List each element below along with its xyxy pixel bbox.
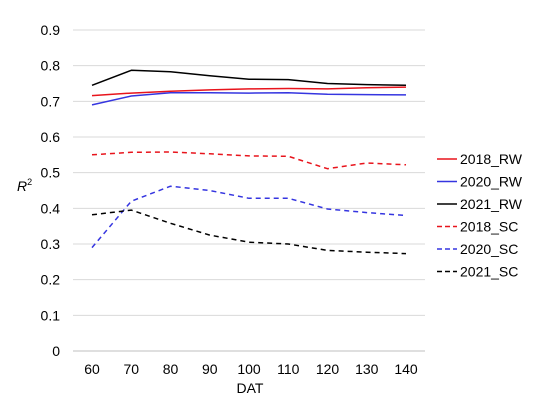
x-tick-label: 120: [316, 361, 340, 377]
y-tick-label: 0.8: [41, 58, 61, 74]
x-tick-label: 60: [84, 361, 100, 377]
legend-label: 2018_RW: [460, 151, 523, 167]
y-tick-label: 0.9: [41, 22, 61, 38]
x-tick-label: 110: [277, 361, 300, 377]
legend-label: 2020_RW: [460, 174, 523, 190]
y-axis-title: R2: [17, 177, 32, 194]
x-tick-label: 140: [394, 361, 418, 377]
x-axis-title: DAT: [237, 380, 264, 396]
y-tick-label: 0.7: [41, 93, 61, 109]
x-tick-label: 70: [123, 361, 139, 377]
series-line-2018-sc: [91, 151, 407, 170]
y-tick-label: 0.3: [41, 236, 61, 252]
x-tick-label: 90: [202, 361, 218, 377]
y-tick-label: 0.6: [41, 129, 61, 145]
series-line-2020-sc: [91, 185, 407, 249]
axes: 0 0.1 0.2 0.3 0.4 0.5 0.6 0.7 0.8 0.9 60 70 80 90 100 1…: [41, 22, 425, 377]
y-axis-title-main: R: [17, 178, 27, 194]
series-lines: [91, 69, 407, 255]
legend-label: 2021_RW: [460, 196, 523, 212]
series-line-2018-rw: [91, 86, 407, 97]
series-line-2020-rw: [91, 92, 407, 106]
gridlines: [73, 29, 425, 316]
y-axis-title-superscript: 2: [27, 177, 32, 187]
y-tick-label: 0: [52, 343, 60, 359]
x-tick-label: 130: [355, 361, 379, 377]
legend-label: 2021_SC: [460, 264, 518, 280]
legend-label: 2020_SC: [460, 241, 518, 257]
legend: 2018_RW 2020_RW 2021_RW 2018_SC 2020_SC 2021_…: [437, 151, 523, 280]
y-tick-label: 0.5: [41, 165, 61, 181]
y-tick-label: 0.4: [41, 200, 61, 216]
series-line-2021-rw: [91, 69, 407, 87]
y-tick-label: 0.2: [41, 272, 61, 288]
legend-label: 2018_SC: [460, 219, 518, 235]
y-tick-label: 0.1: [41, 307, 61, 323]
x-tick-label: 80: [163, 361, 179, 377]
x-tick-label: 100: [237, 361, 261, 377]
series-line-2021-sc: [91, 209, 407, 255]
